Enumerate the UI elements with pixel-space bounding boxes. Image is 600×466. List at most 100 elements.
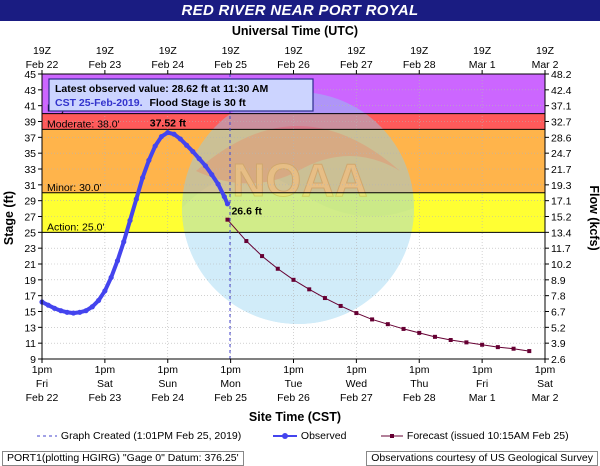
data-courtesy: Observations courtesy of US Geological S… — [366, 451, 598, 466]
observed-point — [121, 239, 127, 245]
observed-point — [215, 181, 221, 187]
forecast-point — [370, 317, 375, 322]
legend-graph-created-label: Graph Created (1:01PM Feb 25, 2019) — [60, 430, 242, 442]
bottom-tick-date: Mar 1 — [469, 392, 496, 404]
top-tick-date: Feb 23 — [89, 59, 122, 71]
action-label: Action: 25.0' — [47, 221, 104, 233]
latest-observed-box: Latest observed value: 28.62 ft at 11:30… — [48, 78, 314, 112]
stage-tick-label: 27 — [24, 212, 36, 224]
legend-graph-created: Graph Created (1:01PM Feb 25, 2019) — [36, 429, 241, 443]
forecast-point — [354, 311, 359, 316]
bottom-axis-title: Site Time (CST) — [249, 410, 341, 424]
top-tick-hour: 19Z — [347, 45, 366, 57]
bottom-tick-time: 1pm — [346, 364, 367, 376]
top-tick-hour: 19Z — [473, 45, 492, 57]
bottom-tick-day: Mon — [220, 378, 241, 390]
flow-tick-label: 48.2 — [551, 69, 572, 81]
flood-threshold-lines — [42, 113, 545, 233]
flow-tick-label: 28.6 — [551, 132, 572, 144]
bottom-tick-date: Mar 2 — [532, 392, 559, 404]
observed-point — [224, 201, 231, 207]
flow-tick-label: 8.9 — [551, 275, 566, 287]
bottom-tick-time: 1pm — [32, 364, 53, 376]
stage-axis-ticks: 9 11 13 15 17 19 21 23 25 27 29 31 33 35 37 39 41 43 45 — [24, 69, 42, 366]
top-axis-title: Universal Time (UTC) — [232, 24, 358, 38]
bottom-tick-time: 1pm — [95, 364, 116, 376]
info-box-line2: CST 25-Feb-2019. Flood Stage is 30 ft — [55, 97, 246, 109]
top-tick-hour: 19Z — [33, 45, 52, 57]
observed-point — [51, 305, 58, 311]
top-axis-ticks: 19Z Feb 22 19Z Feb 23 19Z Feb 24 19Z Feb 25 19Z F… — [26, 45, 559, 74]
noaa-logo-upper — [196, 126, 400, 184]
forecast-point — [338, 303, 343, 308]
noaa-logo-gull — [182, 173, 414, 324]
stage-tick-label: 15 — [24, 307, 36, 319]
bottom-tick-day: Fri — [476, 378, 488, 390]
forecast-swatch — [381, 434, 403, 439]
flow-tick-label: 11.7 — [551, 243, 571, 255]
top-tick-date: Feb 24 — [151, 59, 184, 71]
left-axis-title: Stage (ft) — [2, 191, 16, 245]
flow-axis-ticks: 2.6 3.9 5.2 6.7 7.8 8.9 10.2 11.7 13.4 15.2 17.1 19… — [545, 69, 572, 366]
forecast-point — [417, 330, 422, 335]
stage-tick-label: 37 — [24, 132, 36, 144]
observed-swatch — [273, 433, 297, 440]
moderate-label: Moderate: 38.0' — [47, 118, 120, 130]
flow-tick-label: 21.7 — [551, 164, 572, 176]
observed-point — [64, 309, 70, 315]
forecast-point — [260, 254, 265, 259]
forecast-point — [527, 349, 532, 354]
bottom-tick-time: 1pm — [472, 364, 493, 376]
bottom-tick-time: 1pm — [409, 364, 430, 376]
top-tick-hour: 19Z — [159, 45, 178, 57]
observed-series — [39, 129, 231, 316]
crest-annotation: 37.52 ft — [150, 118, 187, 130]
top-tick-hour: 19Z — [536, 45, 555, 57]
bottom-tick-time: 1pm — [283, 364, 304, 376]
legend: Graph Created (1:01PM Feb 25, 2019) Obse… — [0, 428, 600, 444]
forecast-point — [322, 296, 327, 301]
forecast-point — [225, 217, 230, 222]
stage-tick-label: 23 — [24, 243, 36, 255]
top-tick-date: Mar 2 — [532, 59, 559, 71]
noaa-watermark: NOAA — [182, 92, 414, 324]
forecast-point — [401, 326, 406, 331]
observed-point — [202, 163, 209, 169]
flow-tick-label: 13.4 — [551, 227, 572, 239]
forecast-point — [275, 266, 280, 271]
observed-point — [45, 302, 51, 308]
legend-forecast-label: Forecast (issued 10:15AM Feb 25) — [406, 430, 569, 442]
stage-tick-label: 21 — [24, 259, 36, 271]
bottom-tick-day: Fri — [36, 378, 48, 390]
stage-tick-label: 25 — [24, 227, 36, 239]
observed-point — [152, 143, 158, 149]
right-axis-title: Flow (kcfs) — [587, 185, 600, 250]
top-tick-hour: 19Z — [96, 45, 115, 57]
info-box-date: CST 25-Feb-2019. — [55, 97, 143, 109]
forecast-start-annotation: 26.6 ft — [231, 206, 262, 218]
stage-tick-label: 9 — [30, 354, 36, 366]
observed-point — [171, 131, 177, 137]
bottom-tick-day: Thu — [410, 378, 428, 390]
top-tick-hour: 19Z — [410, 45, 429, 57]
minor-label: Minor: 30.0' — [47, 182, 102, 194]
forecast-point — [448, 338, 453, 342]
bottom-tick-time: 1pm — [158, 364, 179, 376]
chart-footer: Graph Created (1:01PM Feb 25, 2019) Obse… — [0, 428, 600, 466]
stage-tick-label: 19 — [24, 275, 36, 287]
observed-point — [165, 129, 171, 136]
forecast-point — [495, 345, 500, 350]
forecast-point — [307, 287, 312, 292]
forecast-point — [511, 346, 516, 351]
forecast-point — [385, 322, 390, 327]
bottom-tick-date: Feb 24 — [151, 392, 184, 404]
flow-tick-label: 15.2 — [551, 212, 572, 224]
bottom-tick-day: Wed — [346, 378, 368, 390]
bottom-tick-date: Feb 26 — [277, 392, 310, 404]
observed-point — [221, 194, 227, 200]
forecast-series — [225, 217, 532, 354]
flow-tick-label: 5.2 — [551, 322, 566, 334]
observed-point — [209, 171, 215, 178]
observed-point — [184, 142, 190, 148]
